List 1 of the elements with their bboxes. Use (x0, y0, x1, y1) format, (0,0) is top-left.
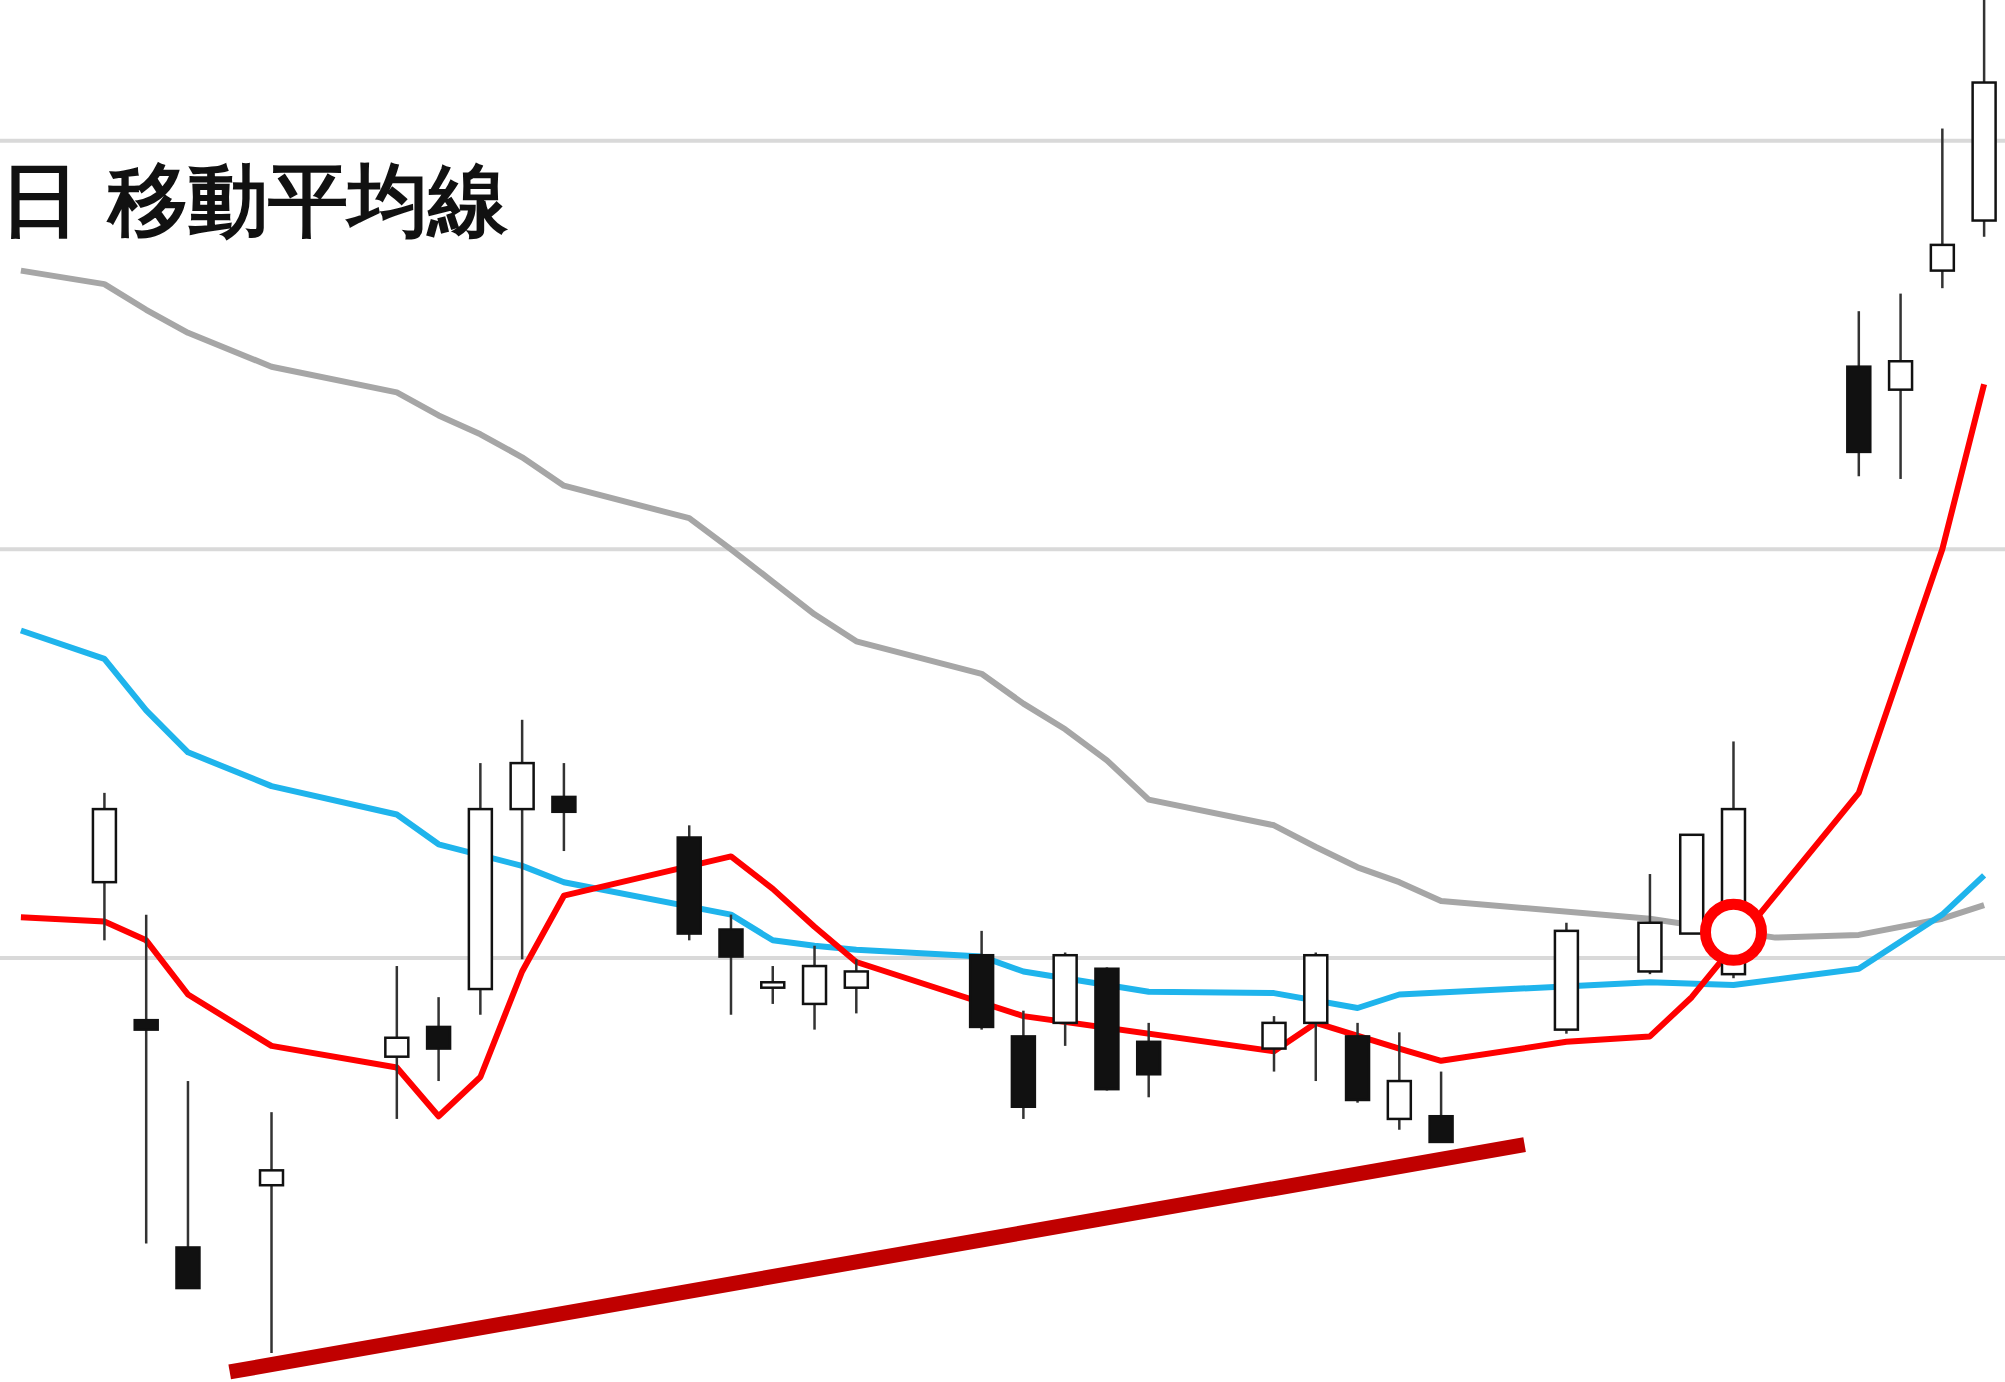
text: 日 移動平均線 (0, 154, 509, 247)
